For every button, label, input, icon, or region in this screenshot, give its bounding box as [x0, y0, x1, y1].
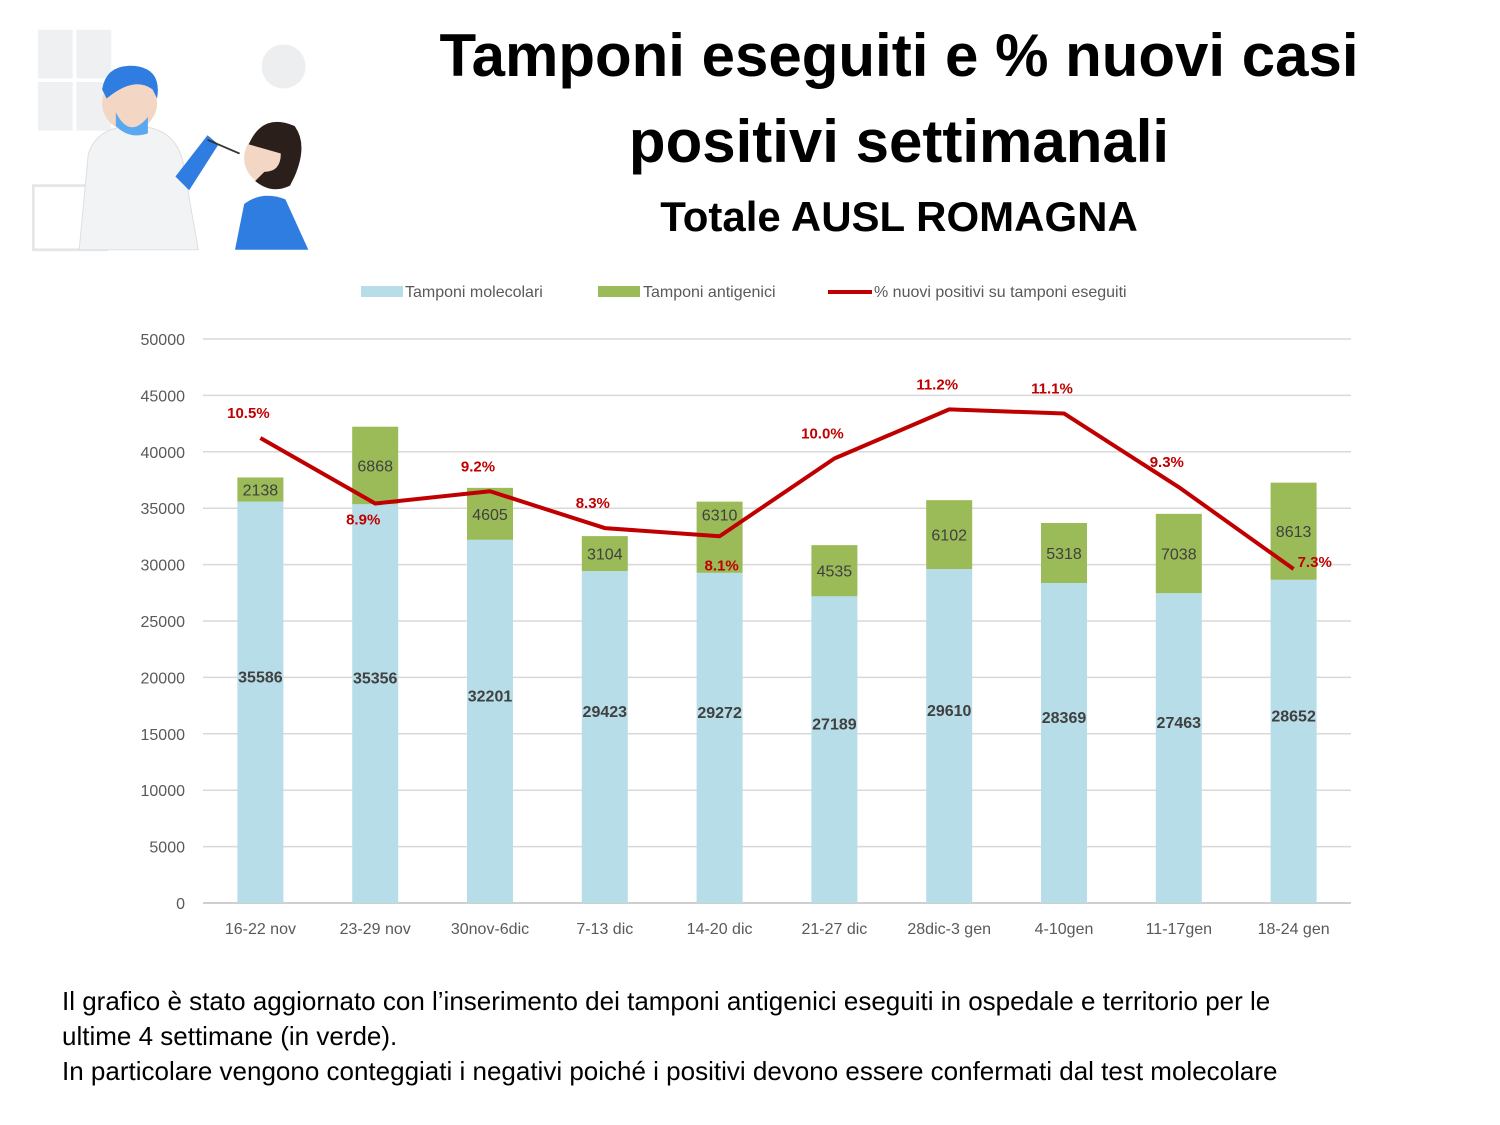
line-percent-positivi [259, 407, 1295, 571]
x-tick-label: 4-10gen [1035, 921, 1094, 938]
data-label-antigenici: 2138 [243, 483, 279, 500]
data-label-antigenici: 3104 [587, 547, 623, 564]
x-tick-label: 14-20 dic [687, 921, 753, 938]
bar-molecolari [811, 596, 858, 903]
bar-molecolari [237, 501, 284, 903]
data-label-percent: 9.3% [1150, 454, 1184, 471]
bar-molecolari [696, 572, 743, 903]
data-label-antigenici: 7038 [1161, 547, 1197, 564]
swab-test-illustration [31, 29, 309, 252]
y-tick-label: 20000 [141, 670, 186, 687]
data-label-percent: 7.3% [1298, 554, 1332, 571]
bar-molecolari [926, 568, 973, 903]
bar-molecolari [1155, 593, 1202, 903]
data-label-antigenici: 4605 [472, 507, 508, 524]
bar-antigenici [352, 426, 399, 505]
y-tick-label: 50000 [141, 332, 186, 349]
data-label-molecolari: 27189 [812, 717, 857, 734]
bar-antigenici [926, 500, 973, 569]
page-title: Tamponi eseguiti e % nuovi casi [439, 22, 1359, 89]
y-tick-label: 5000 [149, 840, 185, 857]
data-label-molecolari: 27463 [1157, 715, 1202, 732]
bar-antigenici [237, 477, 284, 502]
bar-molecolari [467, 539, 513, 903]
data-label-percent: 11.1% [1031, 380, 1073, 397]
data-label-percent: 10.0% [801, 426, 844, 443]
x-tick-label: 16-22 nov [225, 921, 296, 938]
data-label-antigenici: 5318 [1046, 546, 1082, 563]
bar-antigenici [811, 545, 858, 597]
data-label-percent: 8.3% [576, 495, 610, 512]
x-tick-label: 18-24 gen [1258, 921, 1330, 938]
data-label-antigenici: 4535 [817, 564, 853, 581]
bar-antigenici [1155, 513, 1202, 594]
y-tick-label: 30000 [141, 558, 186, 575]
y-tick-label: 35000 [141, 501, 186, 518]
legend-swatch-molecolari [361, 286, 403, 297]
bar-molecolari [1270, 579, 1317, 903]
x-tick-label: 30nov-6dic [451, 921, 529, 938]
x-tick-label: 11-17gen [1146, 921, 1212, 938]
bar-molecolari [581, 571, 628, 903]
data-label-percent: 11.2% [916, 376, 958, 393]
y-tick-label: 0 [176, 896, 185, 913]
y-tick-label: 15000 [141, 727, 186, 744]
legend-label-percent: % nuovi positivi su tamponi eseguiti [874, 284, 1127, 301]
data-label-molecolari: 35356 [353, 671, 398, 688]
x-tick-label: 21-27 dic [801, 921, 867, 938]
x-tick-label: 7-13 dic [576, 921, 633, 938]
data-label-percent: 10.5% [227, 405, 270, 422]
data-label-antigenici: 6310 [702, 508, 738, 525]
page-subtitle: Totale AUSL ROMAGNA [660, 193, 1138, 240]
data-label-antigenici: 6102 [931, 528, 967, 545]
bar-antigenici [1041, 523, 1087, 583]
page-title-line2: positivi settimanali [628, 108, 1170, 175]
note-line-3: In particolare vengono conteggiati i neg… [62, 1056, 1278, 1086]
data-label-percent: 8.1% [704, 557, 738, 574]
x-tick-label: 28dic-3 gen [907, 921, 991, 938]
y-tick-label: 45000 [141, 388, 186, 405]
data-label-percent: 9.2% [461, 458, 495, 475]
data-label-antigenici: 6868 [357, 458, 393, 475]
bar-molecolari [1041, 582, 1087, 903]
bar-antigenici [1270, 482, 1317, 580]
data-label-molecolari: 29610 [927, 703, 972, 720]
stacked-bar-line-chart: 0 5000 10000 15000 20000 25000 30000 35000 40000… [141, 284, 1351, 938]
x-tick-label: 23-29 nov [340, 921, 411, 938]
legend-label-molecolari: Tamponi molecolari [405, 284, 543, 301]
note-line-2: ultime 4 settimane (in verde). [62, 1021, 398, 1051]
data-label-percent: 8.9% [346, 512, 380, 529]
chart-note: Il grafico è stato aggiornato con l’inse… [62, 984, 1482, 1089]
data-label-molecolari: 35586 [238, 669, 283, 686]
y-tick-label: 10000 [141, 783, 186, 800]
data-label-molecolari: 28369 [1042, 710, 1087, 727]
bar-molecolari [352, 504, 399, 903]
data-label-antigenici: 8613 [1276, 524, 1312, 541]
note-line-1: Il grafico è stato aggiornato con l’inse… [62, 986, 1271, 1016]
data-label-molecolari: 32201 [468, 688, 513, 705]
y-tick-label: 40000 [141, 445, 186, 462]
bar-antigenici [581, 536, 628, 572]
data-label-molecolari: 29423 [583, 704, 628, 721]
data-label-molecolari: 28652 [1271, 708, 1316, 725]
legend-swatch-antigenici [598, 286, 640, 297]
data-label-molecolari: 29272 [697, 705, 742, 722]
y-tick-label: 25000 [141, 614, 186, 631]
legend-label-antigenici: Tamponi antigenici [643, 284, 776, 301]
